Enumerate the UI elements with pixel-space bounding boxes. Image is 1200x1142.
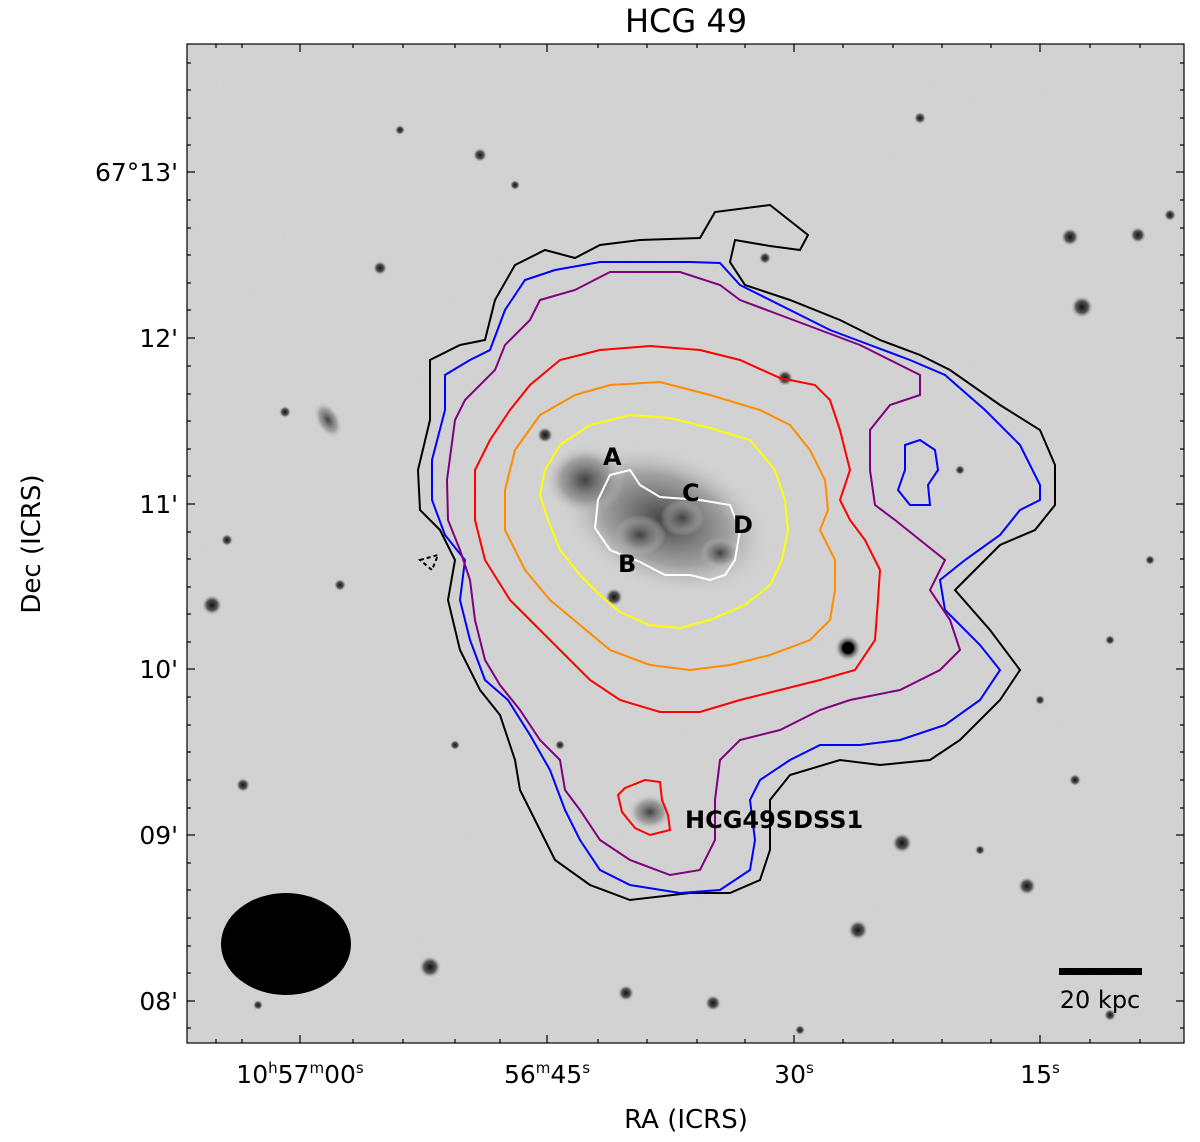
x-tick-label-2: 30s bbox=[774, 1059, 814, 1089]
sky-image bbox=[187, 44, 1184, 1043]
y-tick-label: 10' bbox=[139, 655, 178, 684]
galaxy-label-c: C bbox=[682, 479, 700, 507]
y-tick-label: 67°13' bbox=[95, 158, 178, 187]
scalebar bbox=[1059, 968, 1142, 975]
galaxy-a-blob bbox=[545, 445, 625, 515]
x-tick-label-0: 10h57m00s bbox=[236, 1059, 364, 1089]
contour-red-companion bbox=[616, 778, 672, 837]
x-tick-label-3: 15s bbox=[1020, 1059, 1060, 1089]
galaxy-d-blob bbox=[700, 537, 740, 569]
companion-blob bbox=[628, 794, 672, 830]
tick-marks bbox=[187, 44, 1184, 1043]
galaxy-label-b: B bbox=[618, 550, 636, 578]
scalebar-label: 20 kpc bbox=[1060, 986, 1141, 1014]
hi-contours bbox=[416, 203, 1056, 902]
contour-red bbox=[474, 344, 882, 713]
galaxy-b-blob bbox=[614, 515, 666, 555]
contour-blue-island bbox=[896, 438, 940, 506]
plot-frame bbox=[186, 43, 1185, 1044]
x-tick-label-1: 56m45s bbox=[504, 1059, 590, 1089]
y-tick-label: 09' bbox=[139, 821, 178, 850]
y-tick-label: 11' bbox=[139, 490, 178, 519]
x-axis-label: RA (ICRS) bbox=[624, 1105, 748, 1135]
contour-white bbox=[593, 468, 742, 582]
galaxy-label-d: D bbox=[733, 511, 753, 539]
contour-orange bbox=[504, 380, 836, 672]
contour-blue bbox=[431, 261, 1041, 895]
plot-title: HCG 49 bbox=[625, 2, 747, 40]
star-field bbox=[202, 112, 1176, 1035]
y-tick-label: 08' bbox=[139, 987, 178, 1016]
y-axis-label: Dec (ICRS) bbox=[17, 474, 47, 613]
companion-label: HCG49SDSS1 bbox=[685, 806, 863, 834]
contour-yellow bbox=[538, 413, 790, 630]
beam-ellipse bbox=[221, 893, 351, 995]
galaxy-c-blob bbox=[660, 500, 704, 536]
contour-black-small bbox=[417, 553, 440, 572]
y-tick-label: 12' bbox=[139, 324, 178, 353]
contour-black bbox=[416, 203, 1056, 902]
galaxy-label-a: A bbox=[603, 443, 622, 471]
contour-purple bbox=[445, 271, 962, 877]
